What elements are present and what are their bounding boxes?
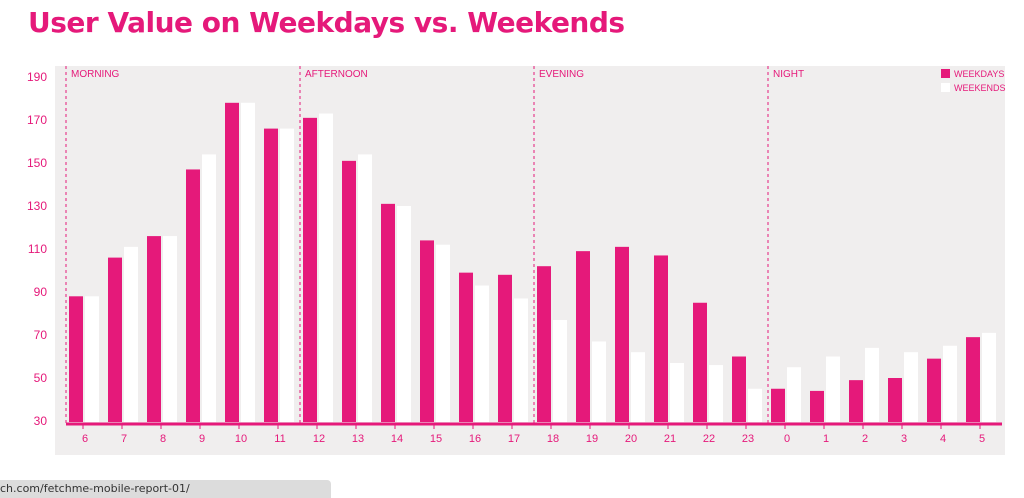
- bar-weekdays-8: [147, 236, 161, 422]
- bar-weekends-19: [592, 341, 606, 422]
- bar-weekends-18: [553, 319, 567, 422]
- y-tick-label: 150: [27, 156, 47, 170]
- bar-weekdays-7: [108, 257, 122, 422]
- legend-label-weekends: WEEKENDS: [954, 83, 1006, 93]
- section-label: AFTERNOON: [305, 69, 368, 80]
- bar-weekdays-16: [459, 272, 473, 422]
- x-tick-label: 2: [862, 433, 868, 445]
- y-tick-label: 110: [28, 242, 47, 256]
- legend-label-weekdays: WEEKDAYS: [954, 69, 1004, 79]
- bar-weekdays-11: [264, 128, 278, 422]
- x-tick-label: 15: [430, 433, 442, 445]
- legend-swatch-weekends: [941, 83, 950, 92]
- bars: [69, 102, 996, 423]
- bar-weekends-17: [514, 298, 528, 422]
- bar-weekends-9: [202, 154, 216, 422]
- x-tick-label: 21: [664, 433, 676, 445]
- status-url-text: ch.com/fetchme-mobile-report-01/: [0, 482, 190, 495]
- bar-weekdays-1: [810, 390, 824, 422]
- x-tick-label: 11: [274, 433, 285, 445]
- x-tick-label: 13: [352, 433, 364, 445]
- y-tick-label: 170: [27, 113, 47, 127]
- x-tick-label: 5: [979, 433, 985, 445]
- time-of-day-sections: MORNING AFTERNOON EVENING NIGHT: [65, 66, 804, 424]
- bar-weekdays-12: [303, 117, 317, 422]
- bar-weekends-23: [748, 388, 762, 422]
- bar-weekdays-22: [693, 302, 707, 422]
- x-tick-label: 0: [784, 433, 790, 445]
- bar-weekends-10: [241, 102, 255, 423]
- bar-weekends-21: [670, 362, 684, 422]
- legend: WEEKDAYS WEEKENDS: [941, 69, 1006, 93]
- x-tick-label: 23: [742, 433, 754, 445]
- bar-weekdays-3: [888, 378, 902, 422]
- bar-weekdays-18: [537, 266, 551, 422]
- bar-weekends-0: [787, 367, 801, 422]
- x-tick-label: 3: [901, 433, 907, 445]
- section-label: NIGHT: [773, 69, 804, 80]
- x-tick-label: 19: [586, 433, 598, 445]
- x-tick-label: 6: [82, 433, 88, 445]
- bar-weekends-1: [826, 356, 840, 422]
- bar-weekends-2: [865, 347, 879, 422]
- bar-weekends-12: [319, 113, 333, 423]
- bar-weekdays-5: [966, 337, 980, 422]
- bar-weekends-4: [943, 345, 957, 422]
- bar-weekends-6: [85, 296, 99, 422]
- x-tick-label: 10: [235, 433, 247, 445]
- bar-weekdays-6: [69, 296, 83, 422]
- x-tick-label: 22: [703, 433, 715, 445]
- bar-weekdays-19: [576, 251, 590, 422]
- bar-weekends-22: [709, 365, 723, 422]
- x-axis: 6 7 8 9 10 11 12 13 14 15 16 17 18 19 20 21 22 23 0 1 2 3 4 5: [66, 422, 1002, 445]
- bar-weekends-15: [436, 244, 450, 422]
- y-tick-label: 190: [27, 70, 47, 84]
- bar-weekends-14: [397, 206, 411, 422]
- x-tick-label: 16: [469, 433, 481, 445]
- section-label: MORNING: [71, 69, 120, 80]
- bar-weekends-20: [631, 352, 645, 422]
- x-tick-label: 7: [121, 433, 127, 445]
- section-label: EVENING: [539, 69, 584, 80]
- x-tick-label: 20: [625, 433, 637, 445]
- x-tick-label: 8: [160, 433, 166, 445]
- bar-weekdays-21: [654, 255, 668, 422]
- bar-weekdays-17: [498, 274, 512, 422]
- y-tick-label: 70: [34, 328, 48, 342]
- bar-weekdays-10: [225, 102, 239, 423]
- x-tick-label: 17: [508, 433, 520, 445]
- x-tick-label: 12: [313, 433, 325, 445]
- status-bar-url: ch.com/fetchme-mobile-report-01/: [0, 480, 331, 498]
- bar-weekdays-14: [381, 203, 395, 422]
- x-tick-label: 4: [940, 433, 946, 445]
- chart-title: User Value on Weekdays vs. Weekends: [28, 6, 625, 39]
- bar-weekends-7: [124, 246, 138, 422]
- bar-weekdays-4: [927, 358, 941, 422]
- y-tick-label: 130: [27, 199, 47, 213]
- y-tick-label: 30: [34, 414, 48, 428]
- x-tick-label: 14: [391, 433, 403, 445]
- bar-weekends-8: [163, 236, 177, 422]
- bar-weekends-13: [358, 154, 372, 422]
- bar-weekends-11: [280, 128, 294, 422]
- bar-weekdays-9: [186, 169, 200, 422]
- bar-weekdays-15: [420, 240, 434, 422]
- bar-weekdays-23: [732, 356, 746, 422]
- y-axis: 30 50 70 90 110 130 150 170 190: [27, 70, 47, 428]
- bar-weekdays-20: [615, 246, 629, 422]
- bar-weekdays-2: [849, 380, 863, 422]
- bar-weekends-3: [904, 352, 918, 422]
- legend-swatch-weekdays: [941, 69, 950, 78]
- bar-weekends-5: [982, 332, 996, 422]
- x-tick-label: 9: [199, 433, 205, 445]
- bar-weekends-16: [475, 285, 489, 422]
- bar-weekdays-0: [771, 388, 785, 422]
- x-tick-label: 18: [547, 433, 559, 445]
- x-tick-label: 1: [823, 433, 829, 445]
- bar-weekdays-13: [342, 160, 356, 422]
- y-tick-label: 90: [34, 285, 48, 299]
- y-tick-label: 50: [34, 371, 48, 385]
